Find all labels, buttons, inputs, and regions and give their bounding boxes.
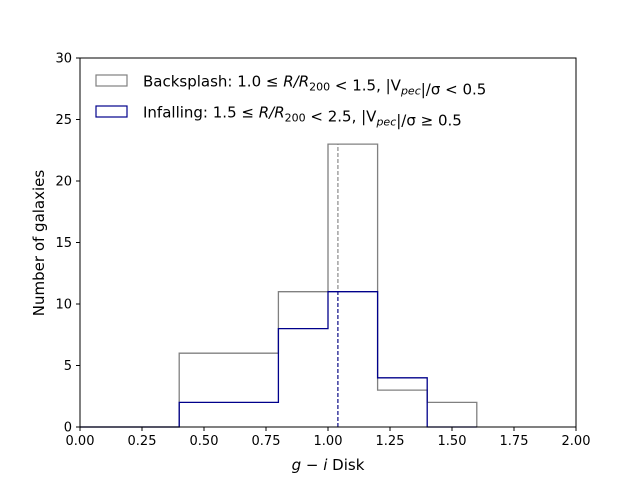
y-tick-label: 0 <box>64 421 72 436</box>
x-tick-label: 2.00 <box>562 434 591 449</box>
x-tick-label: 1.25 <box>376 434 405 449</box>
x-tick-label: 0.75 <box>252 434 281 449</box>
x-tick-label: 0.50 <box>190 434 219 449</box>
x-tick-label: 1.00 <box>314 434 343 449</box>
x-tick-label: 1.50 <box>438 434 467 449</box>
legend: Backsplash: 1.0 ≤ R/R200 < 1.5, |Vpec|/σ… <box>95 73 486 130</box>
y-axis-label: Number of galaxies <box>30 170 48 317</box>
y-tick-label: 5 <box>64 359 72 374</box>
x-tick-label: 1.75 <box>500 434 529 449</box>
y-tick-label: 20 <box>55 175 72 190</box>
backsplash-legend-swatch <box>95 74 128 87</box>
x-axis-label: g − i Disk <box>292 456 365 474</box>
infalling-legend-label: Infalling: 1.5 ≤ R/R200 < 2.5, |Vpec|/σ … <box>143 104 462 130</box>
plot-area <box>80 143 478 428</box>
backsplash-legend-label: Backsplash: 1.0 ≤ R/R200 < 1.5, |Vpec|/σ… <box>143 73 486 99</box>
y-tick-label: 25 <box>55 113 72 128</box>
axes: 0.00 0.25 0.50 0.75 1.00 1.25 1.50 1.75 2.00 0 5 10… <box>55 52 590 450</box>
x-tick-label: 0.25 <box>128 434 157 449</box>
y-tick-label: 15 <box>55 236 72 251</box>
x-tick-label: 0.00 <box>66 434 95 449</box>
infalling-histogram-step <box>80 291 477 428</box>
y-tick-label: 30 <box>55 52 72 67</box>
y-tick-label: 10 <box>55 298 72 313</box>
infalling-legend-swatch <box>95 105 128 118</box>
